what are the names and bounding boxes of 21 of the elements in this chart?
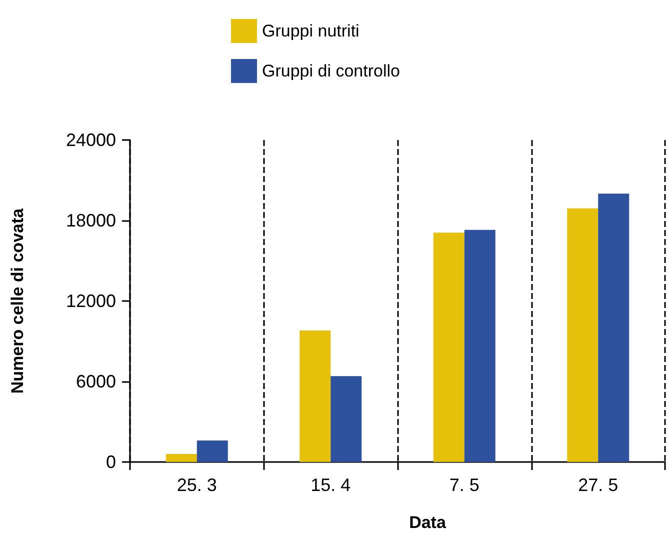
legend-label: Gruppi nutriti: [262, 22, 360, 40]
bar: [433, 232, 464, 462]
y-tick-label: 18000: [66, 210, 116, 230]
y-tick-label: 24000: [66, 130, 116, 150]
y-tick-label: 12000: [66, 291, 116, 311]
bar: [166, 454, 197, 462]
x-tick-label: 15. 4: [310, 475, 351, 495]
bar: [567, 208, 598, 462]
legend-label: Gruppi di controllo: [262, 62, 400, 80]
y-axis-title: Numero celle di covata: [8, 208, 27, 394]
y-tick-label: 6000: [76, 372, 116, 392]
bar: [196, 440, 228, 462]
x-axis-title: Data: [409, 513, 446, 532]
y-tick-label: 0: [106, 452, 116, 472]
bar: [330, 376, 362, 462]
x-tick-label: 25. 3: [176, 475, 217, 495]
bar: [464, 230, 496, 462]
x-tick-label: 7. 5: [449, 475, 480, 495]
bar: [598, 194, 630, 462]
x-tick-label: 27. 5: [578, 475, 618, 495]
bar: [300, 330, 331, 462]
